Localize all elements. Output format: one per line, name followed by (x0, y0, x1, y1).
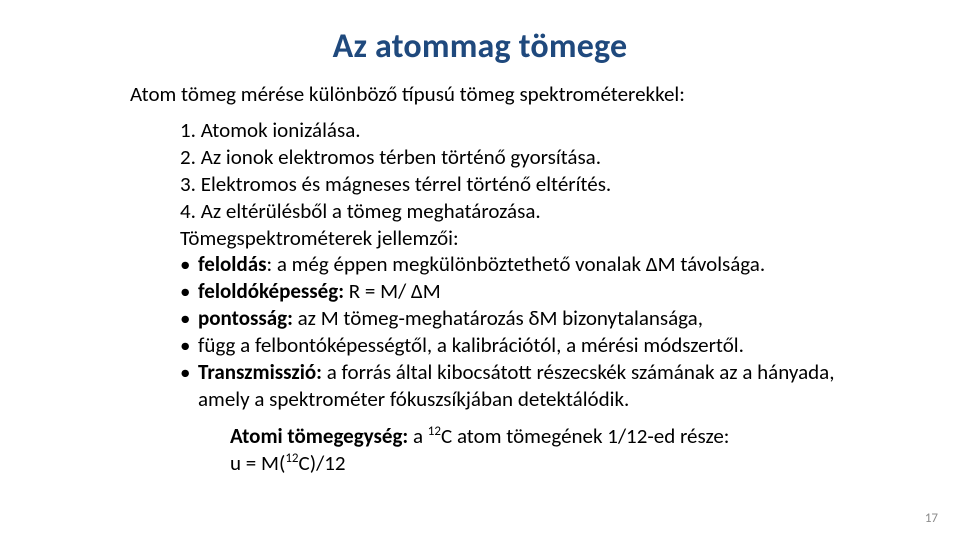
atomic-unit-line2-a: u = M( (230, 450, 285, 476)
atomic-unit-line2-b: C)/12 (299, 450, 346, 476)
bullet-fugg: függ a felbontóképességtől, a kalibráció… (180, 332, 860, 359)
bullet-text: : a még éppen megkülönböztethető vonalak… (266, 251, 765, 277)
bullet-label: pontosság: (198, 305, 293, 331)
atomic-unit-mid-b: C atom tömegének 1/12-ed része: (441, 423, 729, 449)
atomic-unit-mid-a: a (408, 423, 428, 449)
bullet-label: feloldóképesség: (198, 278, 344, 304)
step-2: 2. Az ionok elektromos térben történő gy… (180, 144, 860, 171)
bullet-label: feloldás (198, 251, 266, 277)
bullet-feloldas: feloldás: a még éppen megkülönböztethető… (180, 251, 860, 278)
atomic-unit-line1: Atomi tömegegység: a 12C atom tömegének … (230, 423, 860, 450)
bullet-text: R = M/ ΔM (344, 278, 441, 304)
atomic-unit-line2: u = M(12C)/12 (230, 450, 860, 477)
atomic-unit-block: Atomi tömegegység: a 12C atom tömegének … (230, 423, 860, 477)
slide: Az atommag tömege Atom tömeg mérése külö… (0, 0, 960, 540)
bullet-feloldokepesseg: feloldóképesség: R = M/ ΔM (180, 278, 860, 305)
page-number: 17 (925, 511, 938, 526)
step-3: 3. Elektromos és mágneses térrel történő… (180, 171, 860, 198)
spec-header: Tömegspektrométerek jellemzői: (180, 225, 860, 252)
isotope-sup-1: 12 (428, 424, 441, 439)
body-block: 1. Atomok ionizálása. 2. Az ionok elektr… (180, 117, 860, 413)
slide-title: Az atommag tömege (60, 26, 900, 67)
atomic-unit-label: Atomi tömegegység: (230, 423, 408, 449)
bullet-text: függ a felbontóképességtől, a kalibráció… (198, 332, 744, 358)
intro-line: Atom tömeg mérése különböző típusú tömeg… (130, 81, 900, 107)
bullet-transzmisszio: Transzmisszió: a forrás által kibocsátot… (180, 359, 860, 413)
step-1: 1. Atomok ionizálása. (180, 117, 860, 144)
bullet-pontossag: pontosság: az M tömeg-meghatározás δM bi… (180, 305, 860, 332)
bullet-label: Transzmisszió: (198, 359, 322, 385)
isotope-sup-2: 12 (285, 451, 298, 466)
bullet-text: az M tömeg-meghatározás δM bizonytalansá… (293, 305, 703, 331)
bullet-list: feloldás: a még éppen megkülönböztethető… (180, 251, 860, 412)
step-4: 4. Az eltérülésből a tömeg meghatározása… (180, 198, 860, 225)
